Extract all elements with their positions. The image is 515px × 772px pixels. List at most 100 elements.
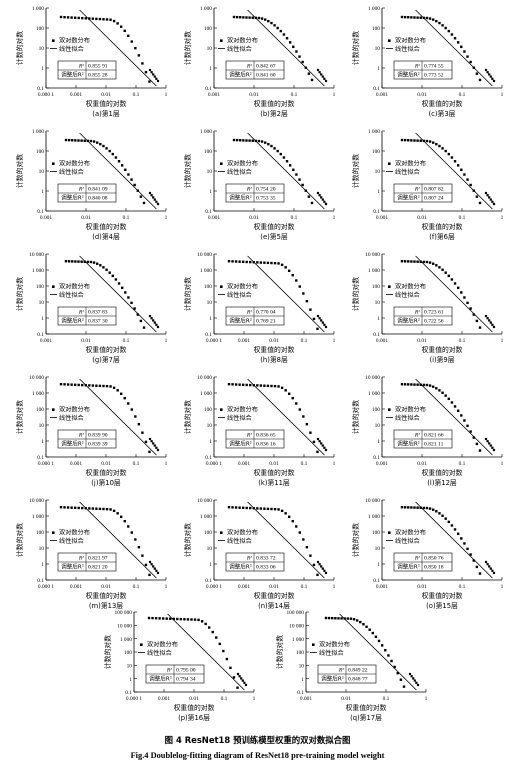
scatter-point — [66, 16, 70, 19]
panel-caption: (f)第6层 — [429, 232, 455, 241]
scatter-point — [432, 385, 435, 388]
y-tick-label: 10 — [207, 169, 213, 175]
scatter-point — [466, 55, 469, 58]
scatter-point — [484, 437, 488, 441]
scatter-point — [453, 282, 457, 285]
y-tick-label: 100 — [36, 530, 44, 536]
x-tick-label: 0.01 — [417, 215, 427, 221]
x-tick-label: 0.001 — [40, 338, 52, 344]
x-axis-label: 权重值的对数 — [254, 222, 295, 231]
scatter-point — [428, 507, 432, 510]
adj-r2-label: 调整后R² — [61, 563, 84, 571]
x-tick-label: 1 — [501, 215, 504, 221]
legend-scatter-label: 双对数分布 — [227, 282, 258, 290]
scatter-point — [413, 139, 416, 142]
y-tick-label: 100 — [204, 149, 212, 155]
fit-line — [415, 378, 493, 456]
scatter-point — [410, 383, 413, 386]
x-tick-label: 0.1 — [459, 338, 466, 344]
scatter-point — [320, 319, 323, 322]
y-tick-label: 1 — [129, 677, 132, 683]
scatter-point — [402, 685, 406, 688]
scatter-point — [267, 19, 270, 23]
scatter-point — [374, 635, 378, 638]
scatter-point — [71, 139, 74, 142]
adj-r2-label: 调整后R² — [61, 440, 84, 448]
scatter-point — [316, 560, 320, 564]
fit-line — [415, 501, 493, 579]
scatter-point — [245, 16, 248, 19]
scatter-point — [413, 506, 416, 509]
x-axis-label: 权重值的对数 — [86, 99, 127, 108]
y-tick-label: 0.1 — [37, 332, 44, 338]
scatter-point — [156, 571, 160, 575]
scatter-point — [148, 314, 152, 318]
scatter-point — [486, 317, 489, 320]
stats-table: R² 0.849 22 调整后R² 0.848 77 — [317, 664, 377, 684]
scatter-point — [403, 15, 407, 19]
scatter-point — [249, 383, 252, 387]
scatter-point — [144, 70, 148, 74]
scatter-point — [307, 195, 311, 198]
scatter-point — [450, 524, 454, 527]
scatter-point — [263, 507, 266, 510]
y-tick-label: 10 — [375, 423, 381, 429]
scatter-point — [158, 617, 161, 620]
scatter-point — [251, 16, 254, 19]
scatter-point — [77, 260, 80, 263]
scatter-point — [295, 525, 298, 528]
scatter-point — [492, 79, 496, 83]
scatter-point — [472, 313, 475, 316]
scatter-point — [148, 437, 152, 441]
legend-scatter-label: 双对数分布 — [395, 159, 426, 167]
scatter-point — [478, 326, 482, 329]
scatter-point — [484, 560, 488, 564]
scatter-point — [264, 141, 267, 144]
adj-r2-label: 调整后R² — [397, 440, 420, 448]
scatter-point — [323, 569, 326, 572]
scatter-point — [469, 430, 472, 433]
scatter-point — [384, 649, 387, 652]
y-tick-label: 0.1 — [205, 332, 212, 338]
scatter-point — [112, 19, 116, 23]
panel-caption: (c)第3层 — [429, 109, 456, 118]
x-tick-label: 0.1 — [291, 92, 298, 98]
scatter-point — [231, 260, 234, 263]
scatter-point — [399, 678, 403, 681]
panel-9: 10 000 1 000 100 10 1 0.1 0.001 0.01 0.1 1 计数的对数 权重… — [338, 248, 506, 370]
x-tick-label: 0.001 — [376, 584, 388, 590]
scatter-point — [249, 506, 252, 510]
y-tick-label: 10 — [127, 664, 133, 670]
scatter-point — [491, 569, 494, 572]
scatter-point — [183, 618, 186, 621]
panel-6: 1 000 100 10 1 0.1 0.001 0.01 0.1 1 计数的对数 权重值的对数 (f… — [338, 125, 506, 247]
y-tick-label: 1 — [301, 677, 304, 683]
legend-scatter-swatch — [388, 162, 391, 165]
scatter-point — [484, 191, 488, 195]
scatter-point — [292, 168, 295, 171]
y-axis-label: 计数的对数 — [15, 31, 24, 65]
y-tick-label: 1 000 — [120, 637, 132, 643]
scatter-point — [435, 142, 438, 146]
y-axis-label: 计数的对数 — [351, 31, 360, 65]
legend-scatter-swatch — [220, 39, 223, 42]
scatter-point — [88, 17, 91, 20]
y-tick-label: 1 — [377, 189, 380, 195]
y-tick-label: 0.1 — [373, 455, 380, 461]
scatter-point — [410, 675, 413, 678]
y-tick-label: 1 000 — [368, 268, 380, 274]
x-tick-label: 0.000 1 — [206, 338, 222, 344]
legend-line-label: 线性拟合 — [227, 537, 252, 545]
legend-scatter-label: 双对数分布 — [59, 159, 90, 167]
scatter-point — [114, 278, 118, 281]
scatter-point — [469, 307, 472, 310]
r2-value: 0.842 67 — [256, 64, 276, 70]
legend-scatter-swatch — [220, 408, 223, 411]
scatter-point — [270, 144, 273, 148]
